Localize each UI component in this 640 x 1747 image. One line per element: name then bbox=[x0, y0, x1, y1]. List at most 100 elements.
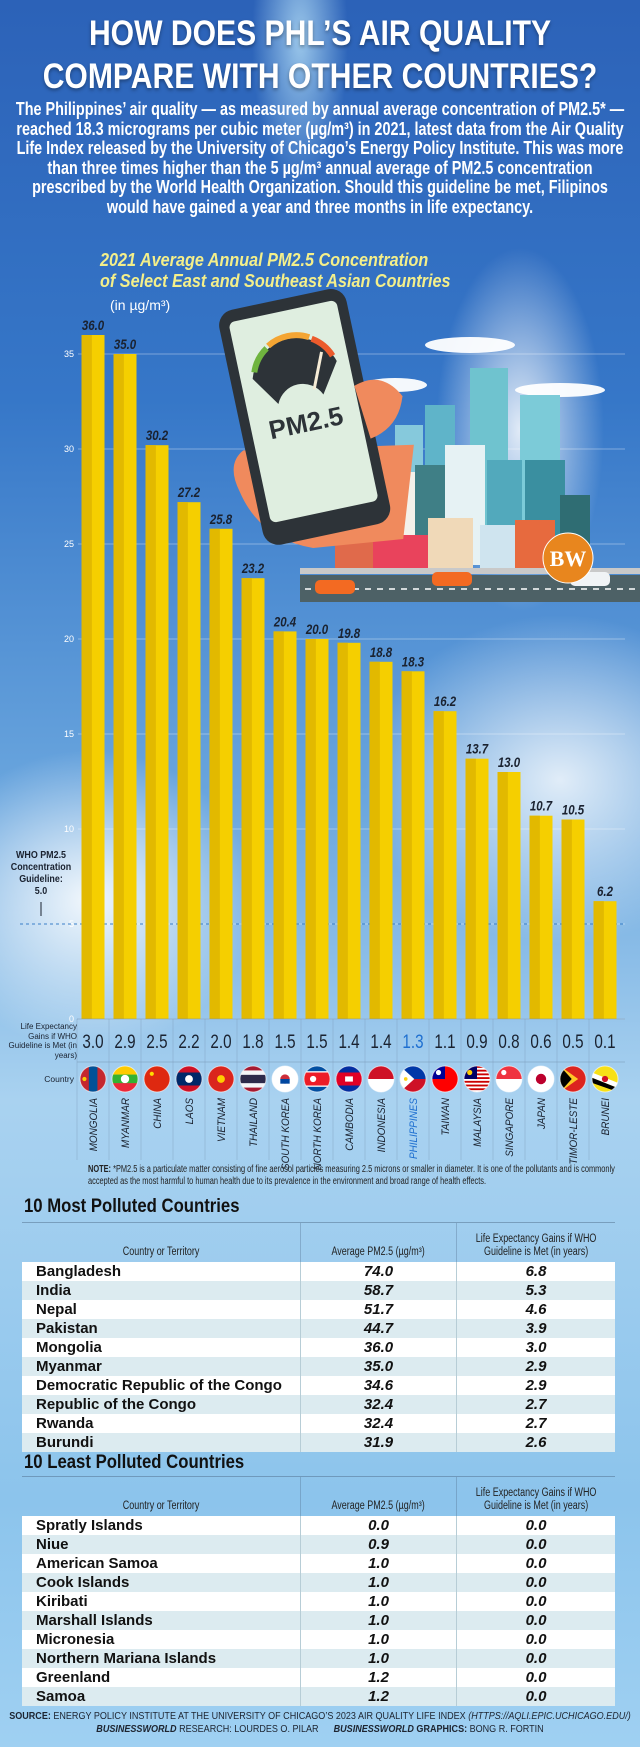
phone-icon: PM2.5 bbox=[219, 288, 414, 548]
bar-shade bbox=[593, 901, 604, 1019]
bar-shade bbox=[305, 639, 316, 1019]
table-row: Kiribati 1.0 0.0 bbox=[22, 1592, 615, 1611]
research-credit: RESEARCH: LOURDES O. PILAR bbox=[176, 1723, 319, 1735]
main-title-line1: HOW DOES PHL’S AIR QUALITY bbox=[88, 14, 552, 53]
column-header: Life Expectancy Gains if WHO Guideline i… bbox=[456, 1476, 615, 1516]
y-tick-label: 30 bbox=[64, 444, 74, 454]
phone-city-illustration: PM2.5 BW bbox=[219, 288, 640, 602]
indonesia-flag-icon bbox=[367, 1065, 395, 1093]
country-cell: Spratly Islands bbox=[22, 1516, 301, 1535]
life-expectancy-value: 0.5 bbox=[562, 1030, 583, 1052]
country-cell: American Samoa bbox=[22, 1554, 301, 1573]
guideline-label: 5.0 bbox=[35, 885, 48, 897]
pm25-cell: 51.7 bbox=[300, 1300, 457, 1319]
bar-shade bbox=[113, 354, 124, 1019]
country-name: BRUNEI bbox=[601, 1098, 613, 1135]
bar-value-label: 25.8 bbox=[209, 511, 233, 527]
y-tick-label: 10 bbox=[64, 824, 74, 834]
chart-title-line2: of Select East and Southeast Asian Count… bbox=[100, 271, 451, 291]
pm25-cell: 31.9 bbox=[300, 1433, 457, 1452]
bar-value-label: 27.2 bbox=[177, 484, 200, 500]
pm25-cell: 58.7 bbox=[300, 1281, 457, 1300]
footnote: NOTE: *PM2.5 is a particulate matter con… bbox=[88, 1164, 627, 1188]
country-name: SINGAPORE bbox=[505, 1097, 517, 1157]
bar-shade bbox=[561, 819, 572, 1019]
life-gain-cell: 0.0 bbox=[456, 1630, 615, 1649]
country-cell: Micronesia bbox=[22, 1630, 301, 1649]
country-cell: Niue bbox=[22, 1535, 301, 1554]
column-header: Average PM2.5 (µg/m³) bbox=[300, 1476, 457, 1516]
life-expectancy-value: 1.5 bbox=[306, 1030, 327, 1052]
source-url[interactable]: (HTTPS://AQLI.EPIC.UCHICAGO.EDU/) bbox=[468, 1710, 631, 1722]
y-tick-label: 25 bbox=[64, 539, 74, 549]
life-gain-cell: 0.0 bbox=[456, 1687, 615, 1706]
bar-value-label: 18.3 bbox=[402, 653, 424, 669]
column-header-text: Life Expectancy Gains if WHO Guideline i… bbox=[475, 1233, 597, 1258]
life-expectancy-value: 0.8 bbox=[498, 1030, 519, 1052]
bar-value-label: 19.8 bbox=[338, 625, 361, 641]
south-korea-flag-icon bbox=[271, 1065, 299, 1093]
bar-shade bbox=[433, 711, 444, 1019]
pm25-cell: 0.0 bbox=[300, 1516, 457, 1535]
bar-value-label: 36.0 bbox=[82, 317, 104, 333]
table-row: Mongolia 36.0 3.0 bbox=[22, 1338, 615, 1357]
least-polluted-title: 10 Least Polluted Countries bbox=[24, 1452, 245, 1473]
life-gain-cell: 0.0 bbox=[456, 1535, 615, 1554]
life-expectancy-value: 2.5 bbox=[146, 1030, 167, 1052]
table-row: Nepal 51.7 4.6 bbox=[22, 1300, 615, 1319]
life-expectancy-value: 3.0 bbox=[82, 1030, 103, 1052]
life-expectancy-label: Life Expectancy Gains if WHO Guideline i… bbox=[8, 1022, 77, 1060]
malaysia-flag-icon bbox=[463, 1065, 491, 1093]
country-name: INDONESIA bbox=[377, 1098, 389, 1152]
bar-value-label: 35.0 bbox=[114, 336, 136, 352]
research-brand: BUSINESSWORLD bbox=[96, 1723, 177, 1735]
country-cell: Nepal bbox=[22, 1300, 301, 1319]
chart-title-line1: 2021 Average Annual PM2.5 Concentration bbox=[100, 250, 429, 270]
country-cell: Burundi bbox=[22, 1433, 301, 1452]
country-name: CAMBODIA bbox=[345, 1098, 357, 1151]
myanmar-flag-icon bbox=[111, 1065, 139, 1093]
note-text: *PM2.5 is a particulate matter consistin… bbox=[88, 1164, 615, 1187]
country-name: THAILAND bbox=[249, 1098, 261, 1147]
cloud-icon bbox=[515, 383, 605, 397]
country-cell: Mongolia bbox=[22, 1338, 301, 1357]
country-cell: Greenland bbox=[22, 1668, 301, 1687]
pm25-cell: 1.2 bbox=[300, 1687, 457, 1706]
y-tick-label: 35 bbox=[64, 349, 74, 359]
brunei-flag-icon bbox=[591, 1065, 619, 1093]
pm25-cell: 32.4 bbox=[300, 1395, 457, 1414]
mongolia-flag-icon bbox=[79, 1065, 107, 1093]
main-title: HOW DOES PHL’S AIR QUALITY COMPARE WITH … bbox=[0, 12, 640, 98]
most-polluted-table: Country or Territory Average PM2.5 (µg/m³… bbox=[22, 1222, 615, 1452]
source-label: SOURCE: bbox=[9, 1710, 51, 1722]
column-header: Life Expectancy Gains if WHO Guideline i… bbox=[456, 1222, 615, 1262]
country-cell: India bbox=[22, 1281, 301, 1300]
y-tick-label: 15 bbox=[64, 729, 74, 739]
cambodia-flag-icon bbox=[335, 1065, 363, 1093]
country-cell: Northern Mariana Islands bbox=[22, 1649, 301, 1668]
life-gain-cell: 5.3 bbox=[456, 1281, 615, 1300]
table-row: Rwanda 32.4 2.7 bbox=[22, 1414, 615, 1433]
bar-shade bbox=[337, 642, 348, 1019]
life-gain-cell: 0.0 bbox=[456, 1516, 615, 1535]
life-expectancy-value: 0.6 bbox=[530, 1030, 551, 1052]
businessworld-logo-text: BW bbox=[550, 546, 587, 571]
source-line: SOURCE: ENERGY POLICY INSTITUTE AT THE U… bbox=[0, 1710, 640, 1723]
life-gain-cell: 2.7 bbox=[456, 1414, 615, 1433]
country-name: MALAYSIA bbox=[473, 1098, 485, 1147]
life-gain-cell: 0.0 bbox=[456, 1649, 615, 1668]
note-label: NOTE: bbox=[88, 1164, 112, 1175]
graphics-credit: BONG R. FORTIN bbox=[467, 1723, 544, 1735]
life-expectancy-value: 1.4 bbox=[370, 1030, 391, 1052]
y-tick-label: 0 bbox=[69, 1014, 74, 1024]
life-gain-cell: 3.0 bbox=[456, 1338, 615, 1357]
most-polluted-title: 10 Most Polluted Countries bbox=[24, 1196, 240, 1217]
y-tick-label: 5 bbox=[69, 919, 74, 929]
credits-line: BUSINESSWORLD RESEARCH: LOURDES O. PILAR… bbox=[0, 1723, 640, 1736]
source-credits: SOURCE: ENERGY POLICY INSTITUTE AT THE U… bbox=[0, 1710, 640, 1736]
country-name: JAPAN bbox=[537, 1098, 549, 1131]
bar-value-label: 13.0 bbox=[498, 754, 520, 770]
country-cell: Samoa bbox=[22, 1687, 301, 1706]
country-cell: Bangladesh bbox=[22, 1262, 301, 1281]
table-header-row: Country or Territory Average PM2.5 (µg/m³… bbox=[22, 1222, 615, 1262]
